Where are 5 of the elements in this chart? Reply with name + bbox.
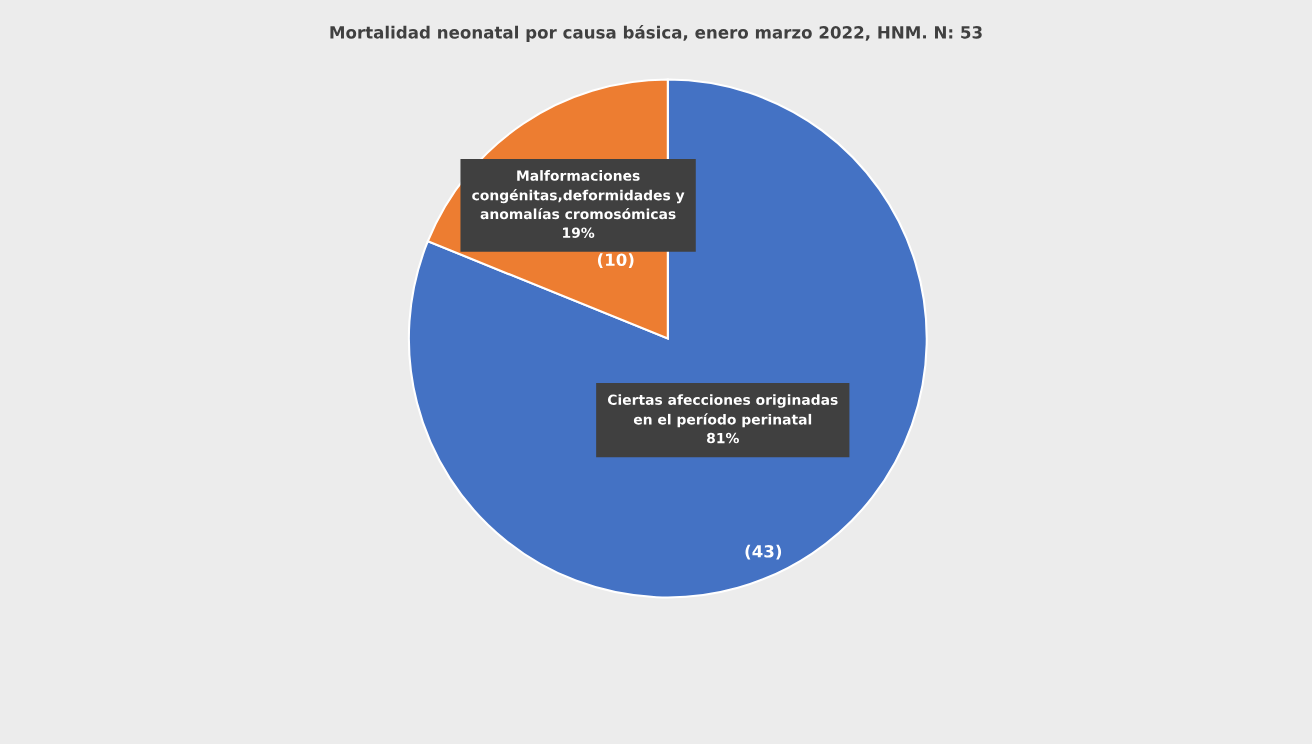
data-label: (43) <box>745 544 782 560</box>
data-label: (10) <box>597 253 634 268</box>
chart-title: Mortalidad neonatal por causa básica, enero marzo 2022, HNM. N: 53 <box>330 25 982 42</box>
slice-label: Malformaciones congénitas,deformidades y anomalías cromosómicas 19% <box>472 170 685 238</box>
slice-label: Ciertas afecciones originadas en el período perinatal 81% <box>607 394 838 444</box>
